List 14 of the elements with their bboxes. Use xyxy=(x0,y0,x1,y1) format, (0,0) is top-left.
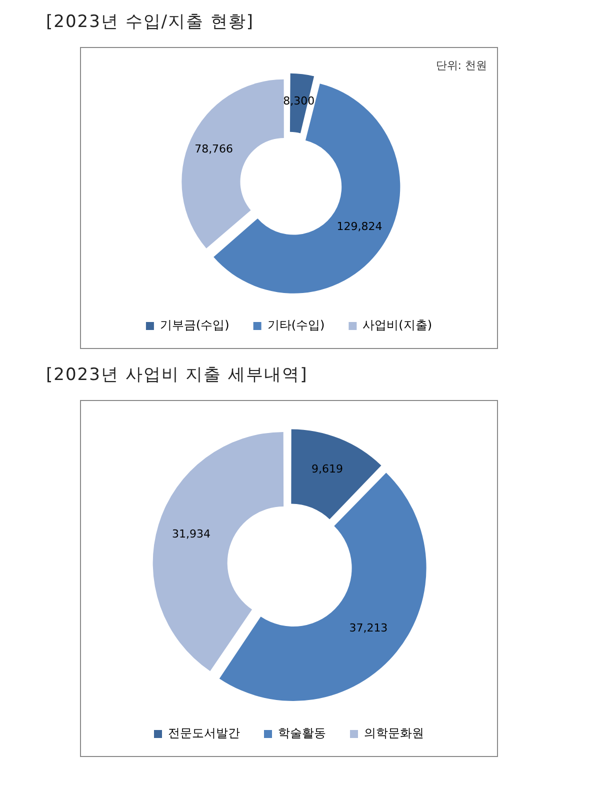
data-label: 31,934 xyxy=(172,527,210,540)
legend-label: 기타(수입) xyxy=(267,318,325,332)
legend-label: 의학문화원 xyxy=(364,726,424,740)
chart-title: [2023년 사업비 지출 세부내역] xyxy=(46,364,309,386)
legend-label: 학술활동 xyxy=(278,726,326,740)
data-label: 37,213 xyxy=(349,622,388,635)
data-label: 78,766 xyxy=(194,142,234,156)
chart-title: [2023년 수입/지출 현황] xyxy=(46,11,256,33)
data-label: 9,619 xyxy=(312,462,344,476)
data-label: 129,824 xyxy=(336,220,382,234)
legend-label: 기부금(수입) xyxy=(160,318,230,332)
legend-label: 전문도서발간 xyxy=(168,726,240,740)
text: 단위: 천원 xyxy=(436,58,487,73)
legend-label: 사업비(지출) xyxy=(362,318,432,332)
